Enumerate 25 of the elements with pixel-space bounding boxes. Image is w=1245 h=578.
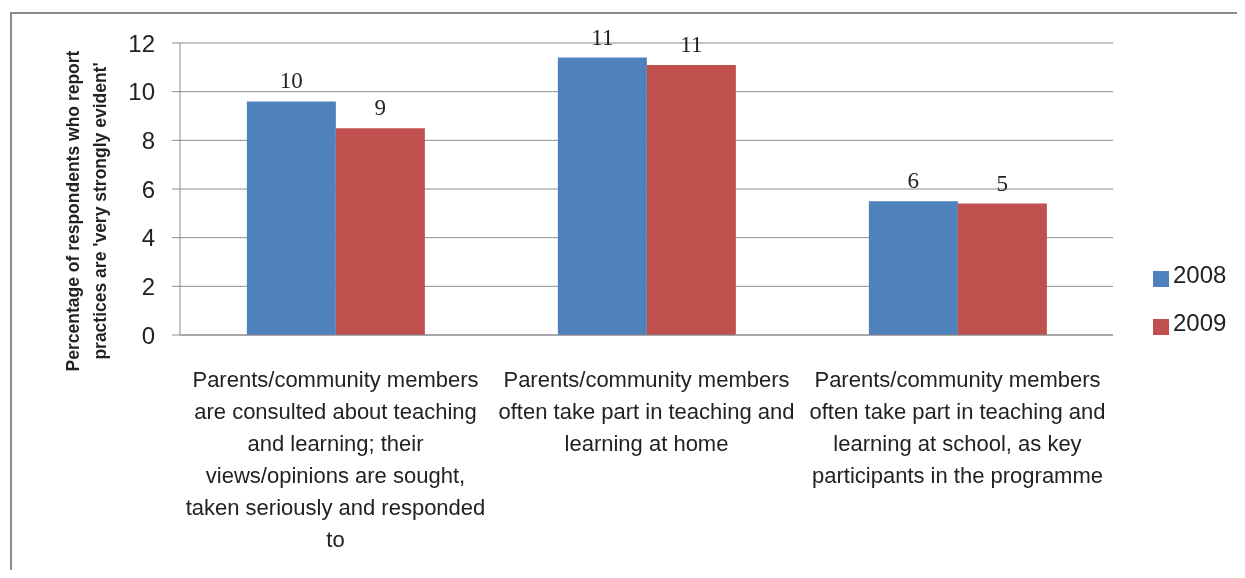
bar: [957, 203, 1047, 335]
bar: [335, 128, 425, 335]
y-tick-label: 4: [141, 224, 155, 252]
bar: [646, 64, 736, 335]
data-label: 5: [996, 170, 1009, 196]
y-axis-title: Percentage of respondents who report practices are 'very strongly evident': [63, 50, 110, 372]
y-tick-label: 10: [128, 78, 155, 106]
y-tick-label: 8: [141, 126, 155, 154]
legend-label: 2009: [1173, 309, 1227, 336]
data-label: 6: [907, 168, 920, 194]
x-tick-label: Parents/community members are consulted about teaching and learning; their views/opinions are sought, taken seriously and responded to: [185, 367, 486, 552]
bar: [868, 201, 958, 335]
y-tick-label: 2: [141, 272, 155, 300]
y-tick-label: 0: [141, 321, 155, 349]
data-label: 11: [680, 31, 703, 57]
data-label: 11: [591, 24, 614, 50]
y-tick-label: 12: [128, 29, 155, 57]
bar: [246, 101, 336, 335]
x-tick-label: Parents/community members often take part in teaching and learning at school, as key participants in the programme: [809, 367, 1106, 488]
data-label: 10: [279, 68, 303, 94]
y-tick-label: 6: [141, 175, 155, 203]
legend-label: 2008: [1173, 261, 1227, 288]
x-tick-label: Parents/community members often take part in teaching and learning at home: [498, 367, 795, 456]
data-label: 9: [374, 95, 387, 121]
bar: [557, 57, 647, 335]
